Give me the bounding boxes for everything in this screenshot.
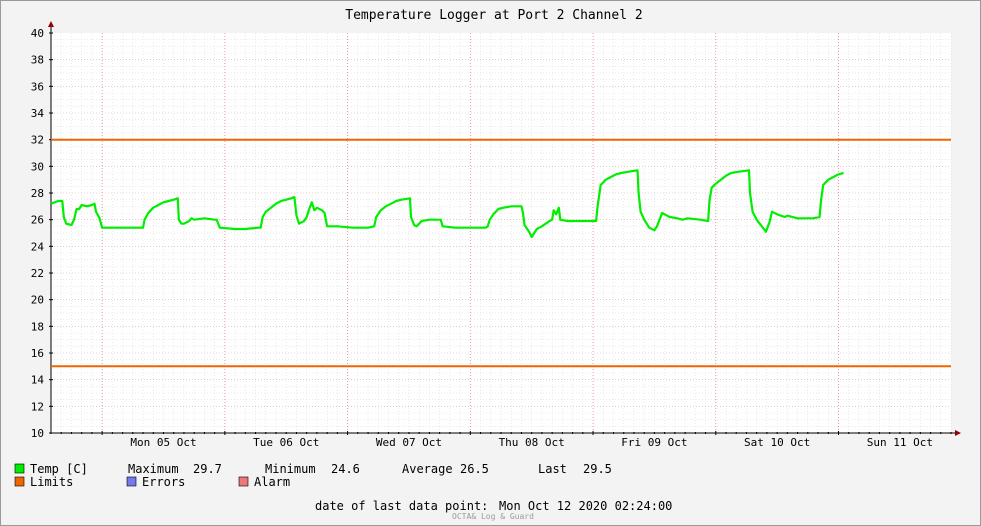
stat-min-value: 24.6 (331, 462, 360, 476)
stat-avg-label: Average (402, 462, 453, 476)
legend-label-temp: Temp [C] (30, 462, 88, 476)
chart-title: Temperature Logger at Port 2 Channel 2 (345, 8, 642, 23)
y-tick-label: 26 (31, 214, 44, 227)
legend-swatch-alarm (238, 476, 249, 487)
y-tick-label: 16 (31, 347, 44, 360)
legend: Temp [C] Maximum 29.7 Minimum 24.6 Avera… (14, 462, 612, 489)
y-tick-label: 14 (31, 374, 45, 387)
legend-label-limits: Limits (30, 475, 73, 489)
y-tick-label: 32 (31, 134, 44, 147)
y-tick-label: 34 (31, 107, 45, 120)
y-tick-label: 10 (31, 427, 44, 440)
y-tick-label: 24 (31, 240, 45, 253)
x-tick-label: Mon 05 Oct (130, 436, 196, 449)
last-data-point-label: date of last data point: (315, 499, 488, 513)
legend-swatch-limits (14, 476, 25, 487)
x-tick-label: Thu 08 Oct (499, 436, 565, 449)
y-tick-label: 38 (31, 54, 44, 67)
x-axis-arrow (955, 430, 961, 436)
y-tick-label: 18 (31, 320, 44, 333)
y-tick-label: 30 (31, 160, 44, 173)
stat-max-value: 29.7 (193, 462, 222, 476)
x-tick-label: Sun 11 Oct (867, 436, 933, 449)
watermark: OCTA& Log & Guard (452, 512, 534, 521)
last-data-point-value: Mon Oct 12 2020 02:24:00 (499, 499, 672, 513)
y-tick-label: 20 (31, 294, 44, 307)
x-tick-label: Tue 06 Oct (253, 436, 319, 449)
stat-last-label: Last (538, 462, 567, 476)
x-tick-label: Sat 10 Oct (744, 436, 810, 449)
y-tick-label: 22 (31, 267, 44, 280)
y-tick-label: 28 (31, 187, 44, 200)
legend-label-alarm: Alarm (254, 475, 290, 489)
temperature-series-line (50, 169, 844, 239)
legend-swatch-errors (126, 476, 137, 487)
grid (50, 33, 952, 433)
y-axis-arrow (48, 21, 54, 27)
y-tick-label: 12 (31, 400, 44, 413)
legend-swatch-temp (14, 463, 25, 474)
y-tick-label: 40 (31, 27, 44, 40)
stat-max-label: Maximum (128, 462, 179, 476)
x-tick-label: Wed 07 Oct (376, 436, 442, 449)
stat-avg-value: 26.5 (460, 462, 489, 476)
x-tick-labels: Mon 05 Oct Tue 06 Oct Wed 07 Oct Thu 08 Oct… (130, 436, 933, 449)
y-tick-labels: 10 12 14 16 18 20 22 24 26 28 30 32 34 36 38 40 (31, 27, 45, 440)
stat-last-value: 29.5 (583, 462, 612, 476)
stat-min-label: Minimum (265, 462, 316, 476)
x-tick-label: Fri 09 Oct (621, 436, 687, 449)
y-tick-label: 36 (31, 80, 44, 93)
series-group (50, 138, 951, 368)
legend-label-errors: Errors (142, 475, 185, 489)
